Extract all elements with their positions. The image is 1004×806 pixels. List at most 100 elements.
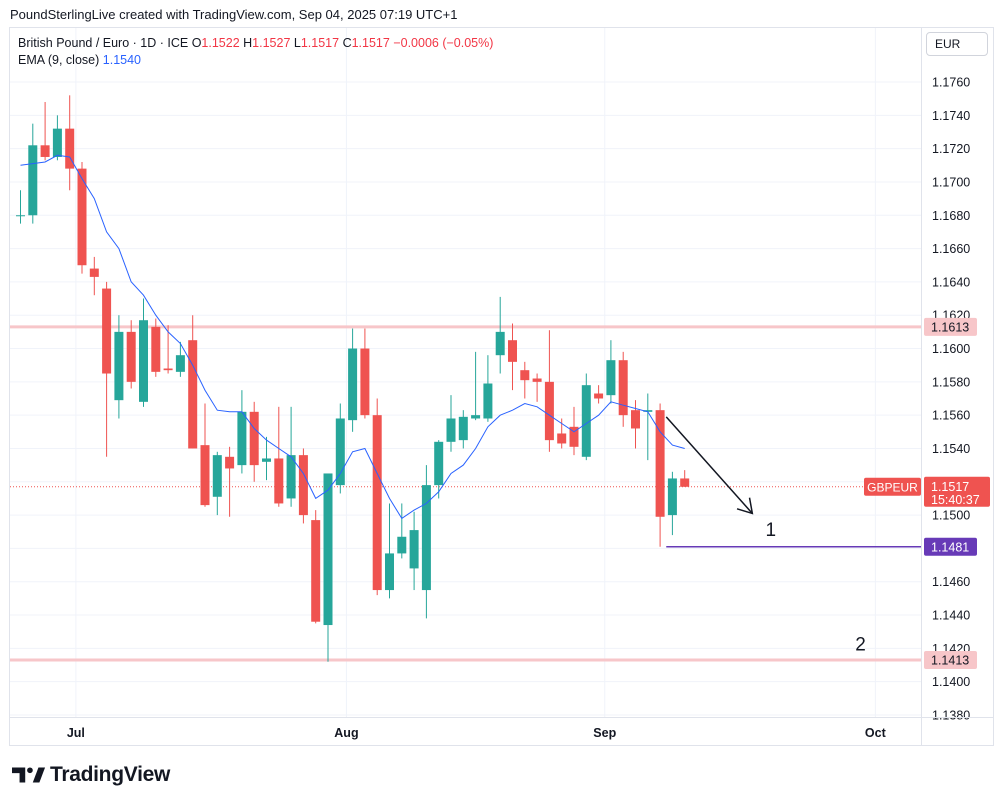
candle-body xyxy=(188,340,198,449)
candle-body xyxy=(471,415,481,419)
close-value: 1.1517 xyxy=(351,36,390,50)
x-tick-label: Aug xyxy=(334,726,358,740)
candle-body xyxy=(680,478,690,487)
candle-body xyxy=(557,433,567,444)
axis-label-support-2-bg xyxy=(924,651,977,670)
close-label: C xyxy=(342,36,352,50)
candle-body xyxy=(569,426,579,447)
candle-body xyxy=(52,128,62,157)
candle-body xyxy=(126,331,136,382)
candle-body xyxy=(323,473,333,626)
chart-frame xyxy=(9,27,994,746)
y-tick-label: 1.1720 xyxy=(932,142,970,156)
candle-body xyxy=(102,288,112,374)
last-price-value: 1.1517 xyxy=(931,480,969,494)
candle-body xyxy=(298,455,308,516)
symbol-tag-bg xyxy=(864,477,921,496)
y-tick-label: 1.1680 xyxy=(932,209,970,223)
axis-label-support-2: 1.1413 xyxy=(931,654,969,668)
candle-body xyxy=(200,445,210,506)
candle-body xyxy=(311,520,321,622)
y-tick-label: 1.1440 xyxy=(932,609,970,623)
change-value: −0.0006 (−0.05%) xyxy=(393,36,494,50)
candle-body xyxy=(28,145,38,216)
last-price-box xyxy=(924,476,990,507)
candle-body xyxy=(508,340,517,362)
ema-value: 1.1540 xyxy=(102,53,141,67)
candle-body xyxy=(286,455,296,499)
y-tick-label: 1.1540 xyxy=(932,442,970,456)
candle-body xyxy=(520,370,530,381)
candle-body xyxy=(434,441,444,486)
candle-body xyxy=(495,331,505,356)
candle-body xyxy=(65,128,75,169)
candle-body xyxy=(249,411,259,466)
last-price-countdown: 15:40:37 xyxy=(931,493,980,507)
low-label: L xyxy=(293,36,301,50)
candle-body xyxy=(606,360,616,396)
candle-body xyxy=(163,368,173,371)
y-tick-label: 1.1580 xyxy=(932,375,970,389)
y-tick-label: 1.1400 xyxy=(932,675,970,689)
candle-body xyxy=(372,415,382,591)
low-value: 1.1517 xyxy=(300,36,340,50)
y-tick-label: 1.1380 xyxy=(932,709,970,723)
candle-body xyxy=(225,456,235,469)
open-label: O xyxy=(191,36,202,50)
candle-body xyxy=(618,360,628,416)
candle-body xyxy=(409,530,419,569)
candle-body xyxy=(151,326,161,372)
symbol-title[interactable]: British Pound / Euro · 1D · ICE xyxy=(18,36,189,50)
arrow-head xyxy=(736,497,754,515)
y-tick-label: 1.1560 xyxy=(932,409,970,423)
candle-body xyxy=(655,410,665,517)
y-tick-label: 1.1640 xyxy=(932,275,970,289)
brand: TradingView xyxy=(12,763,170,787)
candle-body xyxy=(483,383,493,419)
arrow-shaft xyxy=(665,416,753,514)
y-tick-label: 1.1500 xyxy=(932,509,970,523)
candle-body xyxy=(274,458,284,504)
candle-body xyxy=(237,411,247,466)
y-tick-label: 1.1760 xyxy=(932,76,970,90)
candle-body xyxy=(631,410,640,429)
x-tick-label: Oct xyxy=(865,726,887,740)
candle-body xyxy=(397,536,407,554)
candle-body xyxy=(77,168,87,266)
ema-row: EMA (9, close) 1.1540 xyxy=(18,52,493,69)
high-value: 1.1527 xyxy=(252,36,291,50)
candle-body xyxy=(40,145,50,157)
y-tick-label: 1.1600 xyxy=(932,342,970,356)
candle-body xyxy=(458,416,468,441)
chart-caption: PoundSterlingLive created with TradingVi… xyxy=(10,7,458,22)
currency-selector[interactable]: EUR xyxy=(926,32,988,56)
ema-line xyxy=(20,154,685,520)
candle-body xyxy=(643,410,653,412)
y-tick-label: 1.1460 xyxy=(932,575,970,589)
annotation-label-2: 2 xyxy=(855,635,866,656)
candle-body xyxy=(89,268,99,277)
candle-body xyxy=(594,393,604,399)
axis-label-target-1-bg xyxy=(924,537,977,556)
plot-area[interactable]: 12 xyxy=(10,95,921,662)
axis-label-resistance-bg xyxy=(924,317,977,336)
candle-body xyxy=(175,355,185,372)
candle-body xyxy=(446,418,456,442)
x-tick-label: Sep xyxy=(593,726,616,740)
y-tick-label: 1.1740 xyxy=(932,109,970,123)
tradingview-logo-icon xyxy=(12,767,46,783)
candle-body xyxy=(385,553,394,591)
ema-label[interactable]: EMA (9, close) xyxy=(18,53,100,67)
symbol-tag: GBPEUR xyxy=(867,480,918,494)
candle-body xyxy=(212,455,222,497)
candle-body xyxy=(335,418,345,486)
axis-label-resistance: 1.1613 xyxy=(931,320,969,334)
ohlc-row: British Pound / Euro · 1D · ICE O1.1522 … xyxy=(18,35,493,52)
candle-body xyxy=(348,348,358,421)
candle-body xyxy=(16,215,25,217)
candle-body xyxy=(421,485,431,591)
candle-body xyxy=(360,348,370,416)
y-tick-label: 1.1660 xyxy=(932,242,970,256)
x-tick-label: Jul xyxy=(67,726,85,740)
